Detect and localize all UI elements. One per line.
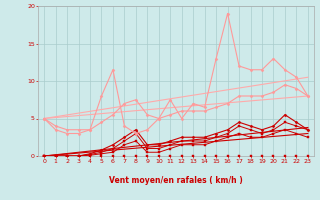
X-axis label: Vent moyen/en rafales ( km/h ): Vent moyen/en rafales ( km/h )	[109, 176, 243, 185]
